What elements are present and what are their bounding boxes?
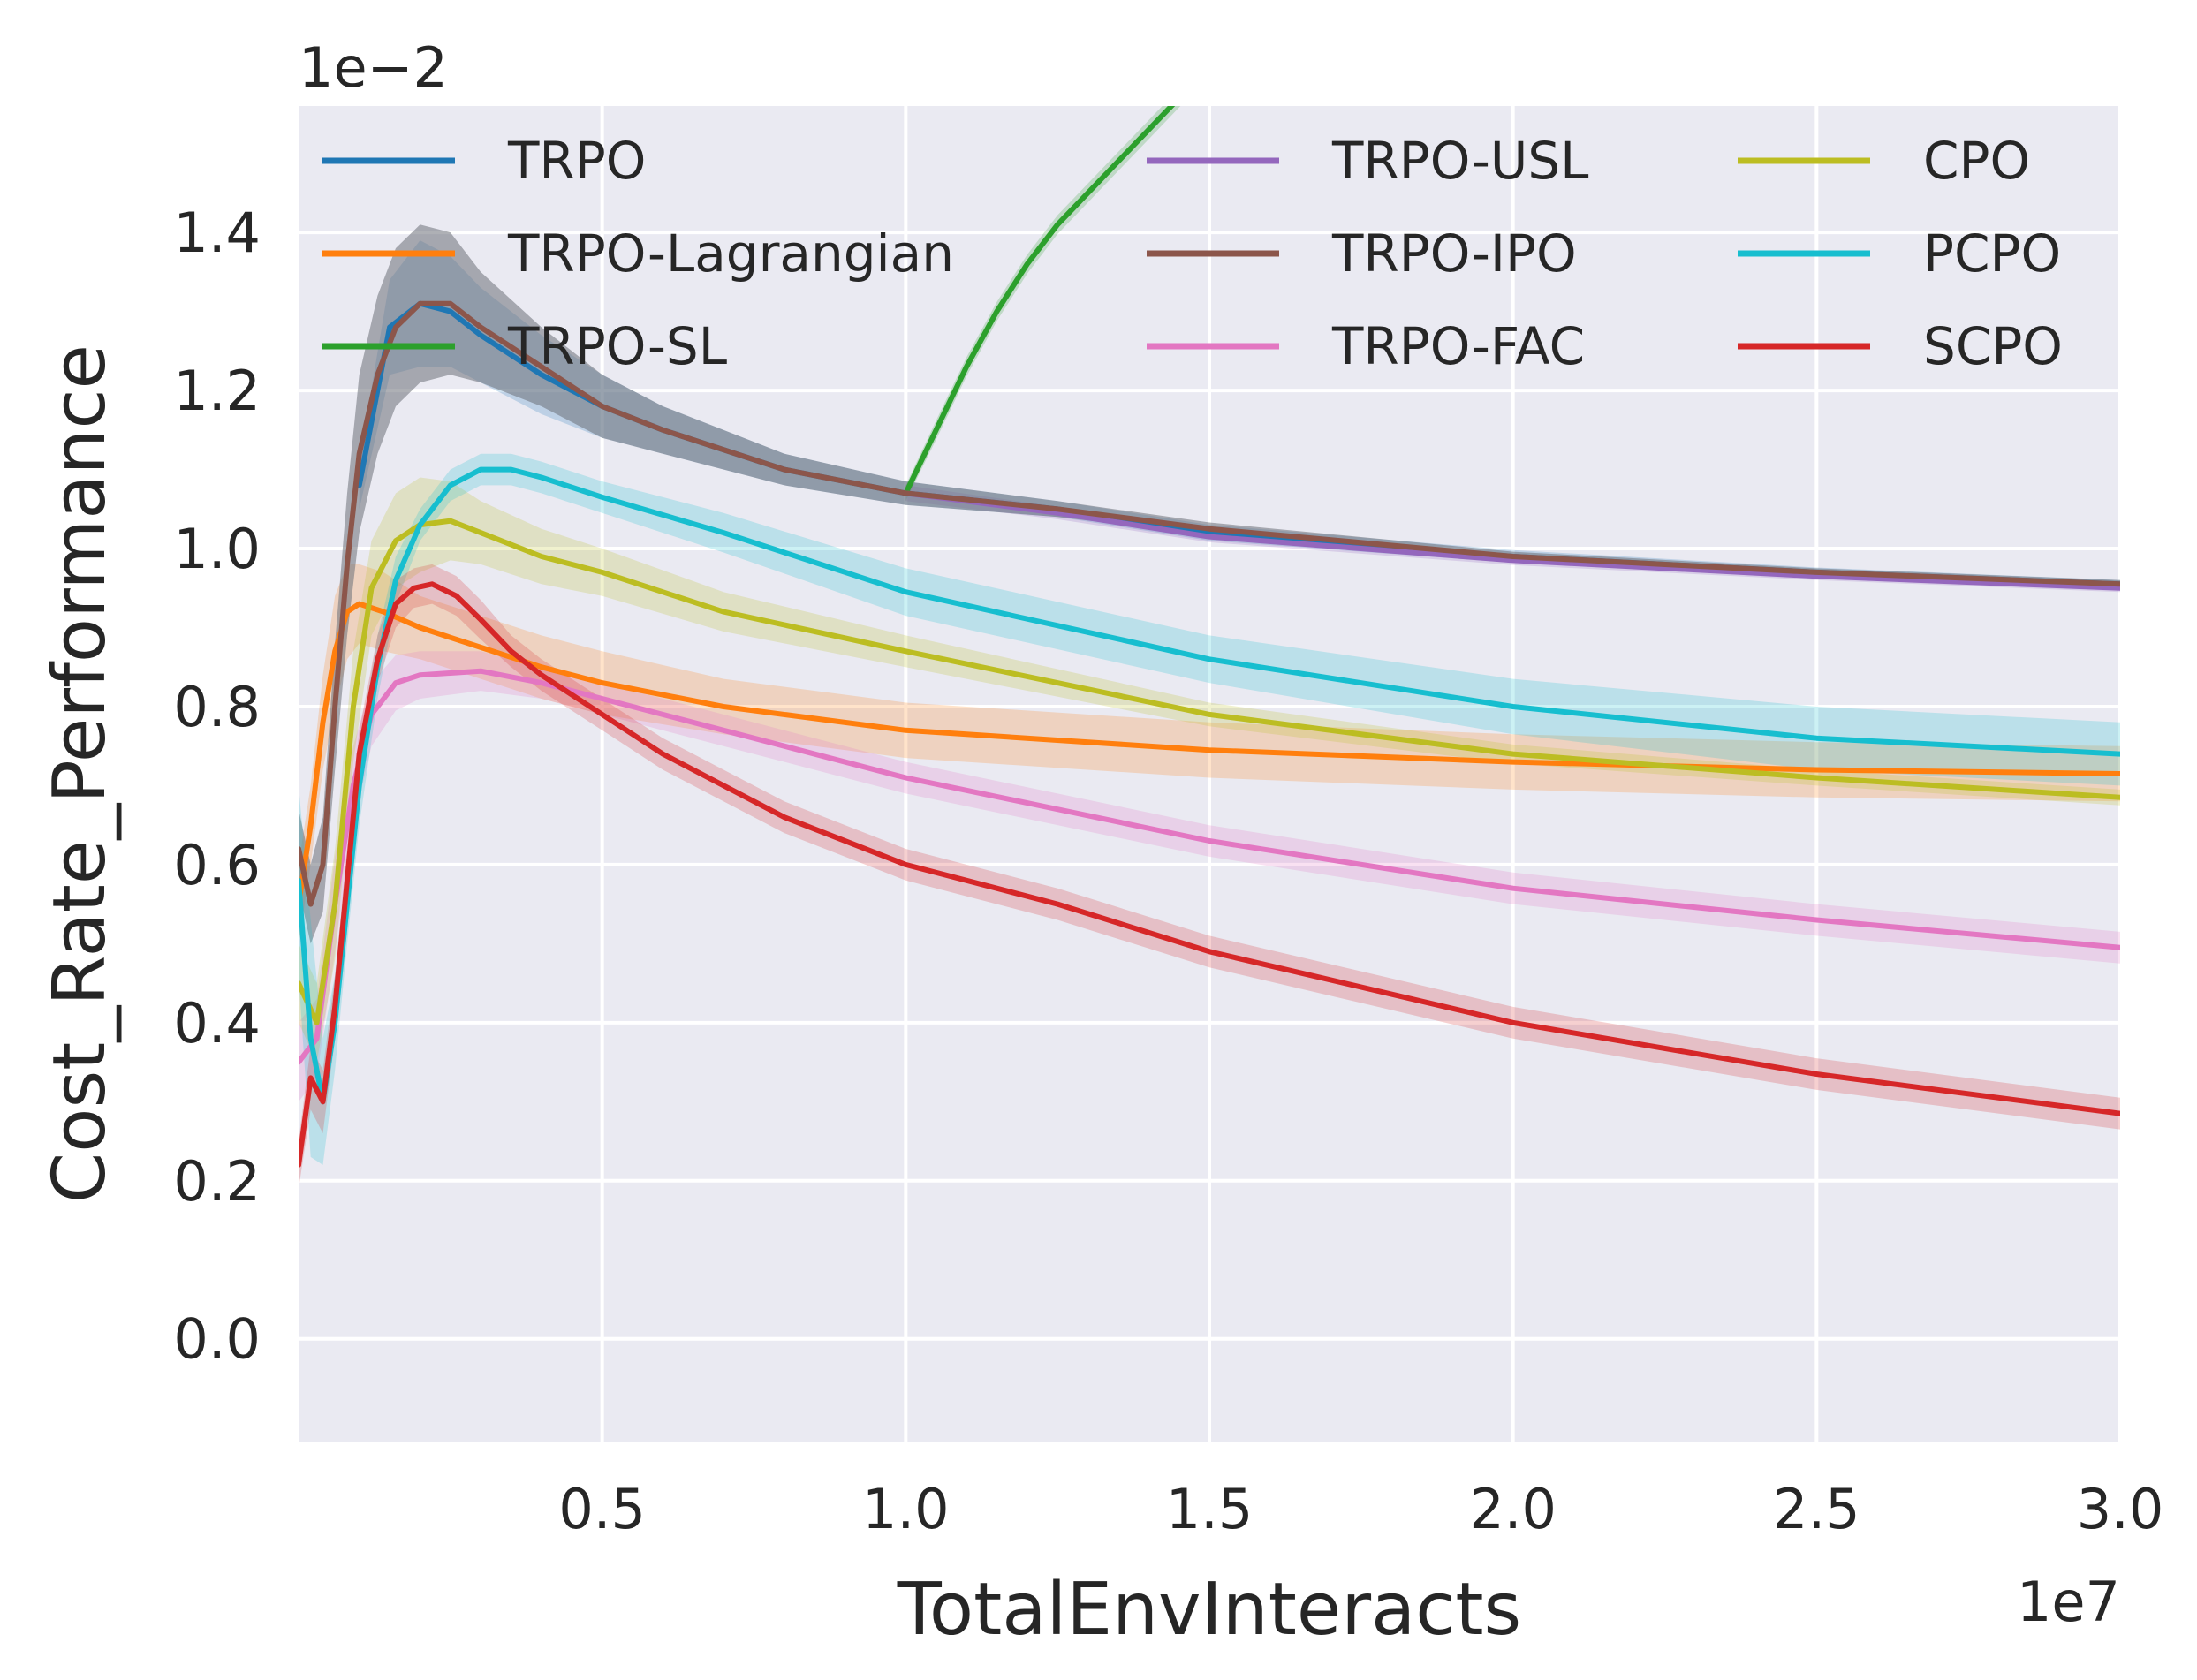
y-tick-label: 1.4 xyxy=(173,201,261,265)
series-line-trpo-ipo xyxy=(299,300,2120,907)
legend-label: TRPO-USL xyxy=(1331,131,1588,191)
y-tick-label: 0.2 xyxy=(173,1149,261,1214)
legend-label: PCPO xyxy=(1923,223,2061,284)
series-line-trpo-fac xyxy=(299,668,2120,1065)
band-cpo xyxy=(299,477,2120,1063)
x-offset-label: 1e7 xyxy=(2017,1570,2120,1634)
x-tick-labels: 0.5 1.0 1.5 2.0 2.5 3.0 xyxy=(558,1477,2163,1541)
legend-item-trpo-usl: TRPO-USL xyxy=(1147,131,1588,191)
y-tick-label: 0.4 xyxy=(173,991,261,1056)
legend-item-trpo-ipo: TRPO-IPO xyxy=(1147,223,1577,284)
legend-label: CPO xyxy=(1923,131,2030,191)
x-tick-label: 3.0 xyxy=(2077,1477,2164,1541)
x-tick-label: 2.5 xyxy=(1773,1477,1860,1541)
series-line-trpo-lagrangian xyxy=(299,601,2120,907)
legend-label: TRPO-FAC xyxy=(1331,316,1585,376)
legend-label: TRPO-Lagrangian xyxy=(507,223,954,284)
y-tick-label: 0.0 xyxy=(173,1307,261,1372)
legend-item-pcpo: PCPO xyxy=(1738,223,2061,284)
band-trpo-ipo xyxy=(299,224,2120,944)
legend: TRPO TRPO-Lagrangian TRPO-SL TRPO-USL TRPO-I… xyxy=(322,131,2063,376)
x-tick-label: 2.0 xyxy=(1469,1477,1557,1541)
legend-item-trpo-lagrangian: TRPO-Lagrangian xyxy=(322,223,954,284)
x-tick-label: 1.0 xyxy=(862,1477,950,1541)
legend-label: TRPO xyxy=(507,131,646,191)
band-scpo xyxy=(299,564,2120,1189)
legend-label: TRPO-IPO xyxy=(1331,223,1577,284)
series-line-scpo xyxy=(299,581,2120,1168)
series-line-trpo-usl xyxy=(903,490,2120,591)
legend-item-cpo: CPO xyxy=(1738,131,2030,191)
legend-item-scpo: SCPO xyxy=(1738,316,2063,376)
x-tick-label: 1.5 xyxy=(1166,1477,1254,1541)
band-trpo-lagrangian xyxy=(299,564,2120,944)
legend-label: SCPO xyxy=(1923,316,2063,376)
y-tick-label: 0.6 xyxy=(173,833,261,897)
y-offset-label: 1e−2 xyxy=(299,35,448,100)
y-tick-label: 0.8 xyxy=(173,675,261,739)
y-tick-label: 1.2 xyxy=(173,359,261,423)
series-lines xyxy=(299,106,2120,1168)
y-tick-label: 1.0 xyxy=(173,517,261,581)
series-line-cpo xyxy=(299,518,2120,1025)
legend-item-trpo-fac: TRPO-FAC xyxy=(1147,316,1585,376)
legend-label: TRPO-SL xyxy=(507,316,727,376)
y-axis-label: Cost_Rate_Performance xyxy=(38,344,122,1203)
x-tick-label: 0.5 xyxy=(558,1477,646,1541)
grid-lines xyxy=(299,106,2122,1442)
series-line-trpo-sl xyxy=(903,106,1176,496)
legend-item-trpo: TRPO xyxy=(322,131,646,191)
legend-item-trpo-sl: TRPO-SL xyxy=(322,316,727,376)
x-axis-label: TotalEnvInteracts xyxy=(897,1568,1522,1652)
y-tick-labels: 0.0 0.2 0.4 0.6 0.8 1.0 1.2 1.4 xyxy=(173,201,261,1372)
